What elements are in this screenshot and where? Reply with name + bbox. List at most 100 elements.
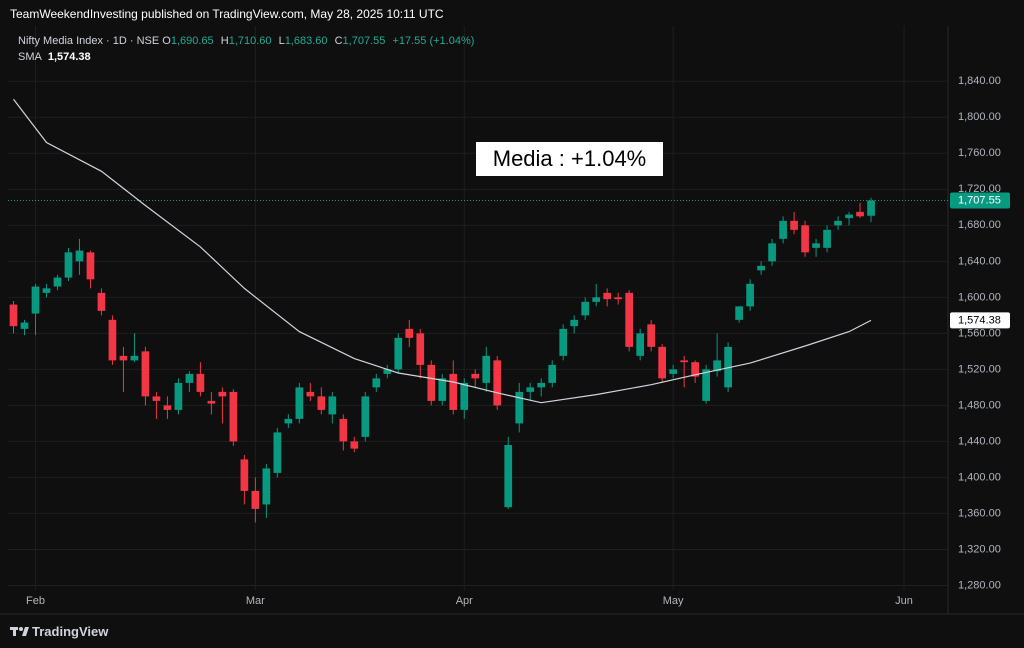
candle-body xyxy=(592,297,601,302)
candle-body xyxy=(284,418,293,424)
candle xyxy=(152,391,161,419)
candle-body xyxy=(20,322,29,329)
candle-body xyxy=(438,378,447,401)
candle xyxy=(185,371,194,392)
candle-body xyxy=(295,387,304,419)
candle xyxy=(328,391,337,424)
candle-body xyxy=(53,277,62,287)
candle-body xyxy=(823,229,831,248)
candle-body xyxy=(636,333,645,356)
c-value: 1,707.55 xyxy=(342,35,386,47)
candle xyxy=(658,344,666,383)
y-tick-label: 1,480.00 xyxy=(958,399,1001,411)
candle-body xyxy=(812,243,820,248)
candle-body xyxy=(416,333,425,365)
candle xyxy=(449,360,458,415)
candle xyxy=(405,319,414,347)
candle xyxy=(427,360,436,406)
symbol: Nifty Media Index · 1D · NSE xyxy=(18,35,160,47)
candle-body xyxy=(130,355,139,361)
candle-body xyxy=(350,441,359,449)
candle-body xyxy=(625,292,634,347)
y-tick-label: 1,680.00 xyxy=(958,219,1001,231)
candle xyxy=(163,396,172,419)
candle-body xyxy=(339,418,348,442)
candle-body xyxy=(658,346,666,379)
candle-body xyxy=(504,445,513,508)
candle xyxy=(53,274,62,291)
candle-body xyxy=(845,214,853,219)
candle-body xyxy=(9,304,18,327)
candle xyxy=(9,300,18,334)
candle xyxy=(372,373,381,392)
candle xyxy=(438,373,447,406)
candle xyxy=(251,477,260,523)
candle xyxy=(856,202,864,219)
candle xyxy=(735,306,743,323)
candle-body xyxy=(185,373,194,383)
candle-body xyxy=(262,468,271,505)
candle xyxy=(317,387,326,415)
candle xyxy=(537,378,546,397)
candle xyxy=(647,319,656,352)
l-value: 1,683.60 xyxy=(284,35,328,47)
candle-body xyxy=(713,360,721,372)
candle-body xyxy=(97,292,106,311)
candle xyxy=(581,297,590,320)
candle-body xyxy=(570,319,579,327)
candle xyxy=(207,391,216,415)
publisher: TeamWeekendInvesting published on Tradin… xyxy=(10,7,444,21)
candle-body xyxy=(790,220,798,230)
candle xyxy=(284,414,293,428)
candle xyxy=(416,328,425,379)
candle xyxy=(691,360,699,383)
o-label: O xyxy=(162,35,171,47)
tradingview-logo xyxy=(10,627,29,636)
candle-body xyxy=(548,364,557,383)
candle xyxy=(625,290,634,352)
candle xyxy=(64,247,73,282)
candle xyxy=(779,216,787,244)
y-tick-label: 1,600.00 xyxy=(958,291,1001,303)
x-tick-label: Jun xyxy=(895,595,913,607)
candle xyxy=(724,342,732,392)
candle xyxy=(713,333,721,377)
candle xyxy=(801,220,809,257)
candle xyxy=(482,346,491,392)
candle xyxy=(812,238,820,257)
candle xyxy=(570,315,579,334)
candle-body xyxy=(449,373,458,410)
candle xyxy=(295,382,304,424)
candle xyxy=(845,211,853,226)
y-tick-label: 1,360.00 xyxy=(958,507,1001,519)
change: +17.55 (+1.04%) xyxy=(392,35,475,47)
grid xyxy=(8,26,948,590)
candle-body xyxy=(834,220,842,226)
candle xyxy=(394,333,403,374)
candle-body xyxy=(867,200,875,216)
c-label: C xyxy=(334,35,343,47)
candle-body xyxy=(669,369,677,374)
candle xyxy=(823,225,831,253)
y-tick-label: 1,280.00 xyxy=(958,579,1001,591)
o-value: 1,690.65 xyxy=(170,35,214,47)
candle xyxy=(471,369,480,388)
candle-body xyxy=(680,360,688,363)
sma-line xyxy=(13,98,872,404)
candle-body xyxy=(119,355,128,361)
candle-body xyxy=(383,369,392,374)
candle-body xyxy=(702,369,710,401)
x-tick-label: Apr xyxy=(456,595,473,607)
candle-body xyxy=(394,337,403,370)
candle-body xyxy=(724,346,732,388)
sma-price-box xyxy=(950,312,1010,329)
x-tick-label: May xyxy=(663,595,684,607)
candle-body xyxy=(559,328,568,356)
candle-body xyxy=(691,362,699,377)
candle xyxy=(339,414,348,451)
candle xyxy=(86,250,95,289)
candle-body xyxy=(361,396,370,437)
candle xyxy=(834,216,842,230)
candle xyxy=(757,261,765,275)
